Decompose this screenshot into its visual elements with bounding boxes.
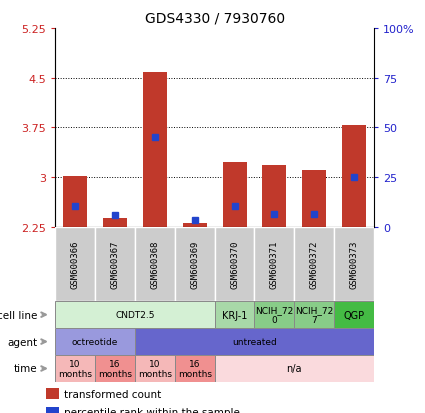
Bar bbox=[302, 171, 326, 227]
Text: GSM600371: GSM600371 bbox=[270, 240, 279, 288]
Bar bbox=[334, 227, 374, 301]
Text: GSM600366: GSM600366 bbox=[71, 240, 79, 288]
Bar bbox=[135, 227, 175, 301]
Text: CNDT2.5: CNDT2.5 bbox=[115, 311, 155, 319]
Bar bbox=[55, 355, 95, 382]
Text: 10
months: 10 months bbox=[58, 359, 92, 378]
Text: agent: agent bbox=[8, 337, 37, 347]
Text: GSM600368: GSM600368 bbox=[150, 240, 159, 288]
Text: 16
months: 16 months bbox=[98, 359, 132, 378]
Bar bbox=[135, 328, 374, 355]
Text: QGP: QGP bbox=[343, 310, 365, 320]
Bar bbox=[294, 301, 334, 328]
Bar bbox=[46, 389, 59, 399]
Bar bbox=[175, 227, 215, 301]
Text: percentile rank within the sample: percentile rank within the sample bbox=[64, 407, 240, 413]
Text: transformed count: transformed count bbox=[64, 389, 162, 399]
Text: 10
months: 10 months bbox=[138, 359, 172, 378]
Text: NCIH_72
7: NCIH_72 7 bbox=[295, 305, 333, 325]
Bar bbox=[255, 301, 294, 328]
Bar bbox=[215, 227, 255, 301]
Bar bbox=[175, 355, 215, 382]
Title: GDS4330 / 7930760: GDS4330 / 7930760 bbox=[144, 11, 285, 25]
Bar bbox=[46, 407, 59, 413]
Bar bbox=[183, 224, 207, 227]
Bar bbox=[135, 355, 175, 382]
Bar bbox=[55, 301, 215, 328]
Bar bbox=[334, 301, 374, 328]
Text: n/a: n/a bbox=[286, 363, 302, 374]
Bar bbox=[215, 355, 374, 382]
Text: cell line: cell line bbox=[0, 310, 37, 320]
Bar bbox=[262, 166, 286, 227]
Text: GSM600370: GSM600370 bbox=[230, 240, 239, 288]
Bar bbox=[103, 218, 127, 227]
Text: GSM600367: GSM600367 bbox=[110, 240, 119, 288]
Bar bbox=[342, 126, 366, 227]
Text: GSM600369: GSM600369 bbox=[190, 240, 199, 288]
Bar bbox=[55, 227, 95, 301]
Text: KRJ-1: KRJ-1 bbox=[222, 310, 247, 320]
Text: time: time bbox=[14, 363, 37, 374]
Bar bbox=[63, 176, 87, 227]
Bar bbox=[294, 227, 334, 301]
Text: 16
months: 16 months bbox=[178, 359, 212, 378]
Text: GSM600373: GSM600373 bbox=[350, 240, 359, 288]
Text: GSM600372: GSM600372 bbox=[310, 240, 319, 288]
Bar bbox=[223, 163, 246, 227]
Bar bbox=[215, 301, 255, 328]
Text: octreotide: octreotide bbox=[72, 337, 118, 346]
Bar bbox=[95, 355, 135, 382]
Bar bbox=[95, 227, 135, 301]
Text: untreated: untreated bbox=[232, 337, 277, 346]
Bar bbox=[255, 227, 294, 301]
Text: NCIH_72
0: NCIH_72 0 bbox=[255, 305, 294, 325]
Bar bbox=[55, 328, 135, 355]
Bar bbox=[143, 73, 167, 227]
